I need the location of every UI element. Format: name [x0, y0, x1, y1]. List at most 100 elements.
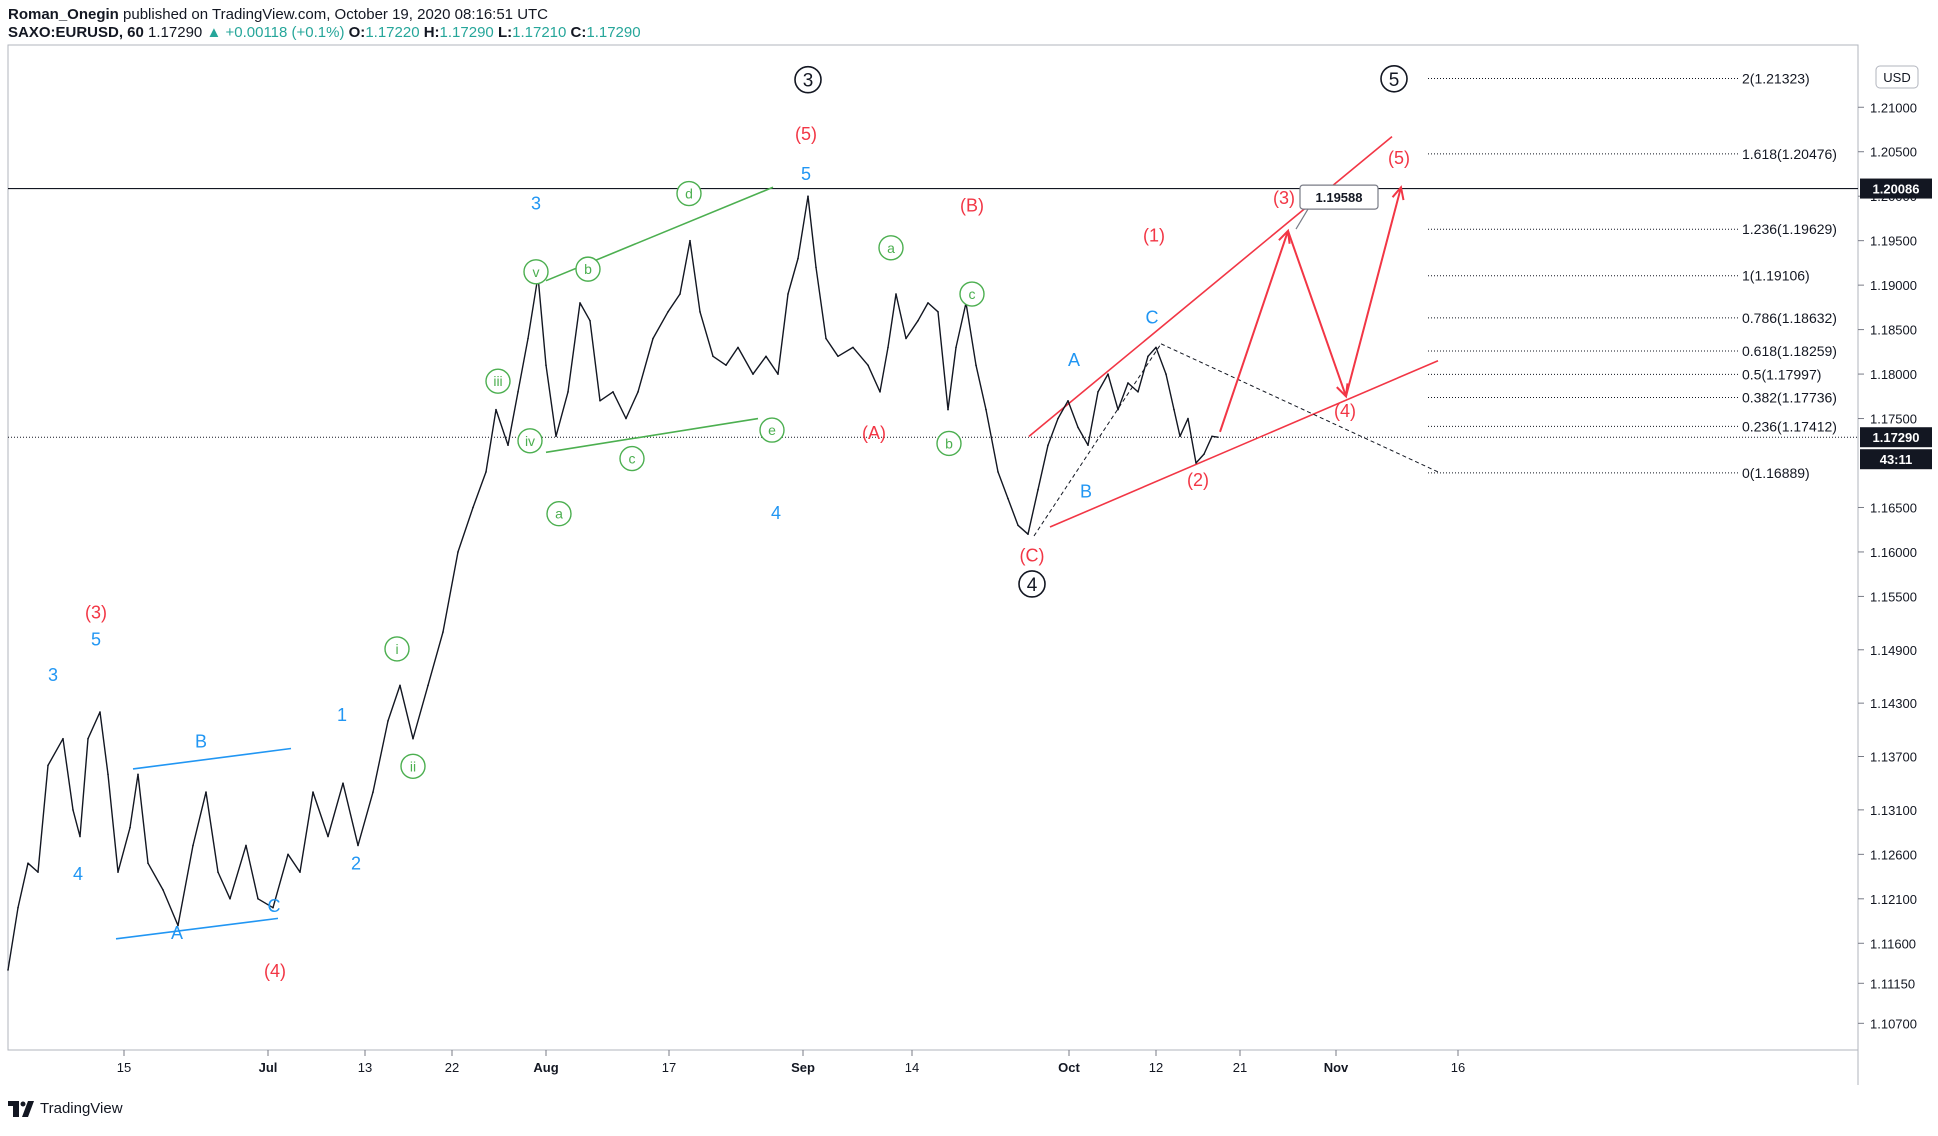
price-point — [137, 773, 139, 776]
wave-label: (3) — [1273, 188, 1295, 208]
price-point — [79, 835, 81, 838]
fib-level-label: 1(1.19106) — [1742, 268, 1810, 284]
price-point — [245, 844, 247, 847]
price-point — [99, 711, 101, 713]
price-point — [287, 853, 289, 856]
circled-wave-marker — [517, 428, 543, 454]
circled-wave-label: iv — [525, 433, 535, 449]
price-point — [87, 737, 89, 740]
price-point — [589, 319, 591, 322]
circled-wave-label: b — [945, 435, 953, 451]
price-point — [1137, 391, 1139, 393]
x-tick-label: 15 — [117, 1060, 131, 1075]
y-tick-label: 1.18500 — [1870, 323, 1917, 338]
price-point — [217, 871, 219, 873]
price-point — [472, 506, 474, 509]
countdown-label: 43:11 — [1880, 452, 1913, 467]
low-value: 1.17210 — [512, 24, 567, 41]
close-label: C: — [570, 24, 587, 41]
price-point — [1107, 373, 1109, 375]
price-point — [947, 408, 949, 411]
price-point — [752, 373, 754, 375]
dashed-trend-line[interactable] — [1033, 343, 1162, 537]
price-point — [1047, 444, 1049, 447]
wave-label: 4 — [771, 503, 781, 523]
price-point — [737, 346, 739, 349]
x-tick-label: Oct — [1058, 1060, 1080, 1075]
currency-badge[interactable]: USD — [1875, 65, 1919, 89]
price-point — [1077, 426, 1079, 429]
price-point — [545, 364, 547, 366]
price-point — [399, 684, 401, 687]
price-point — [457, 551, 459, 553]
wave-label: 4 — [73, 864, 83, 884]
price-point — [937, 311, 939, 313]
y-tick-label: 1.14300 — [1870, 696, 1917, 711]
wave-label: (2) — [1187, 470, 1209, 490]
price-point — [62, 737, 64, 740]
price-point — [1037, 488, 1039, 491]
trend-line[interactable] — [132, 747, 292, 770]
price-point — [37, 871, 39, 873]
high-label: H: — [423, 24, 440, 41]
wave-label: (3) — [85, 603, 107, 623]
price-point — [895, 293, 897, 295]
price-point — [192, 844, 194, 847]
author-name[interactable]: Roman_Onegin — [8, 6, 119, 23]
circled-wave-marker — [384, 636, 410, 662]
wave-label: 3 — [531, 194, 541, 214]
price-point — [147, 862, 149, 865]
wave-label: 2 — [351, 853, 361, 873]
trend-line[interactable] — [1049, 359, 1439, 528]
symbol-name[interactable]: SAXO:EURUSD, 60 — [8, 24, 144, 41]
projection-arrow[interactable] — [1345, 187, 1402, 397]
x-tick-label: 13 — [358, 1060, 372, 1075]
trend-line[interactable] — [545, 417, 759, 454]
projection-arrow[interactable] — [1219, 230, 1289, 433]
price-point — [107, 773, 109, 776]
price-point — [777, 373, 779, 375]
symbol-line: SAXO:EURUSD, 60 1.17290 ▲ +0.00118 (+0.1… — [8, 24, 641, 41]
price-point — [1211, 435, 1213, 438]
chart-pane[interactable] — [7, 44, 1859, 1051]
x-tick-label: Nov — [1324, 1060, 1349, 1075]
price-point — [712, 355, 714, 358]
fib-level-label: 0.5(1.17997) — [1742, 366, 1821, 382]
price-point — [299, 871, 301, 873]
resistance-price-tag — [1860, 178, 1932, 199]
circled-wave-label: ii — [410, 758, 416, 774]
wave-label: B — [195, 732, 207, 752]
fib-level-label: 0.786(1.18632) — [1742, 310, 1837, 326]
fib-level-label: 0.618(1.18259) — [1742, 343, 1837, 359]
price-point — [1179, 435, 1181, 438]
projection-arrow[interactable] — [1287, 230, 1347, 397]
price-point — [47, 764, 49, 767]
circled-wave-label: d — [685, 186, 693, 202]
price-point — [507, 444, 509, 447]
price-point — [612, 391, 614, 393]
price-point — [1067, 399, 1069, 402]
y-tick-label: 1.16000 — [1870, 545, 1917, 560]
price-point — [1165, 373, 1167, 375]
trend-line[interactable] — [115, 917, 279, 940]
circled-wave-marker — [400, 753, 426, 779]
fib-level-label: 2(1.21323) — [1742, 71, 1810, 87]
price-point — [579, 302, 581, 304]
price-point — [7, 969, 9, 971]
price-point — [372, 791, 374, 793]
x-tick-label: Aug — [533, 1060, 558, 1075]
price-point — [837, 355, 839, 358]
dashed-trend-line[interactable] — [1160, 343, 1439, 473]
price-point — [205, 791, 207, 793]
x-tick-label: Jul — [259, 1060, 278, 1075]
price-point — [917, 319, 919, 322]
price-point — [342, 782, 344, 784]
wave-label: (5) — [1388, 148, 1410, 168]
wave-label: (B) — [960, 195, 984, 215]
open-label: O: — [348, 24, 366, 41]
price-point — [1017, 524, 1019, 527]
target-callout[interactable] — [1299, 184, 1379, 210]
fib-level-label: 1.618(1.20476) — [1742, 146, 1837, 162]
y-tick-label: 1.13100 — [1870, 803, 1917, 818]
